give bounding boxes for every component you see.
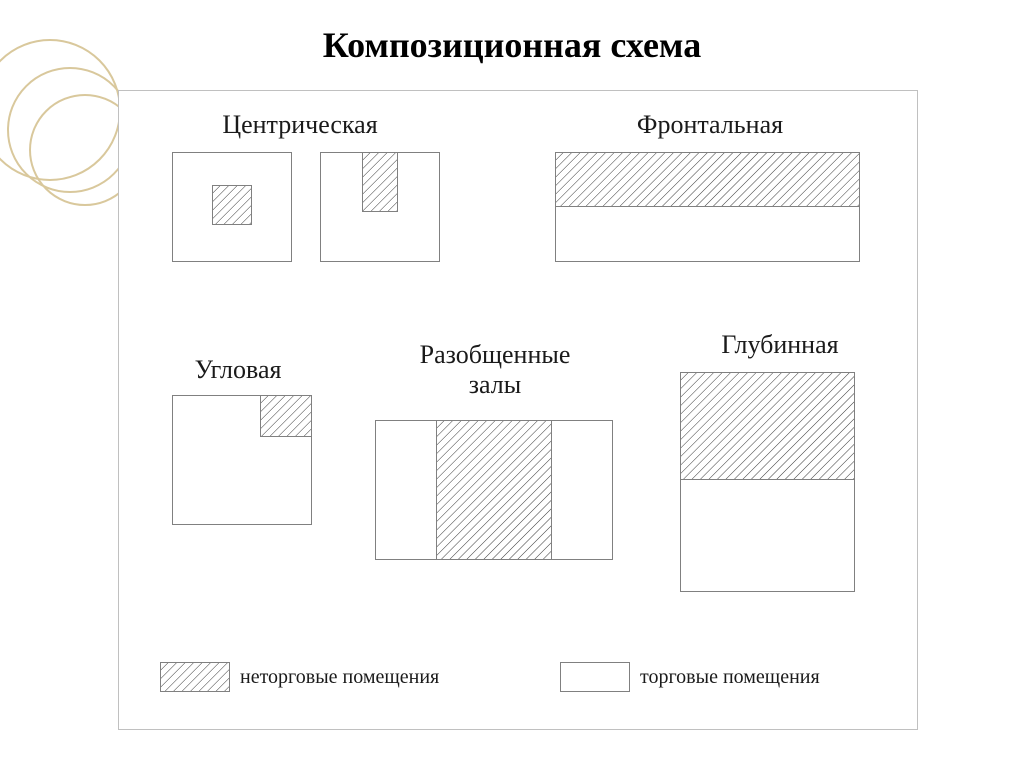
- scheme-label-frontal: Фронтальная: [580, 110, 840, 140]
- legend-swatch-1: [560, 662, 630, 692]
- legend-swatch-0: [160, 662, 230, 692]
- scheme-label-centric: Центрическая: [170, 110, 430, 140]
- page-title: Композиционная схема: [0, 24, 1024, 66]
- scheme-box-separated-1: [436, 420, 552, 560]
- scheme-box-deep-1: [680, 372, 855, 480]
- scheme-box-centric-1: [212, 185, 252, 225]
- legend-label-1: торговые помещения: [640, 666, 820, 689]
- scheme-label-corner: Угловая: [168, 355, 308, 385]
- scheme-label-separated: Разобщенные залы: [380, 340, 610, 400]
- legend-label-0: неторговые помещения: [240, 666, 439, 689]
- scheme-box-frontal-1: [555, 152, 860, 207]
- scheme-box-centric-3: [362, 152, 398, 212]
- scheme-label-deep: Глубинная: [680, 330, 880, 360]
- scheme-box-corner-1: [260, 395, 312, 437]
